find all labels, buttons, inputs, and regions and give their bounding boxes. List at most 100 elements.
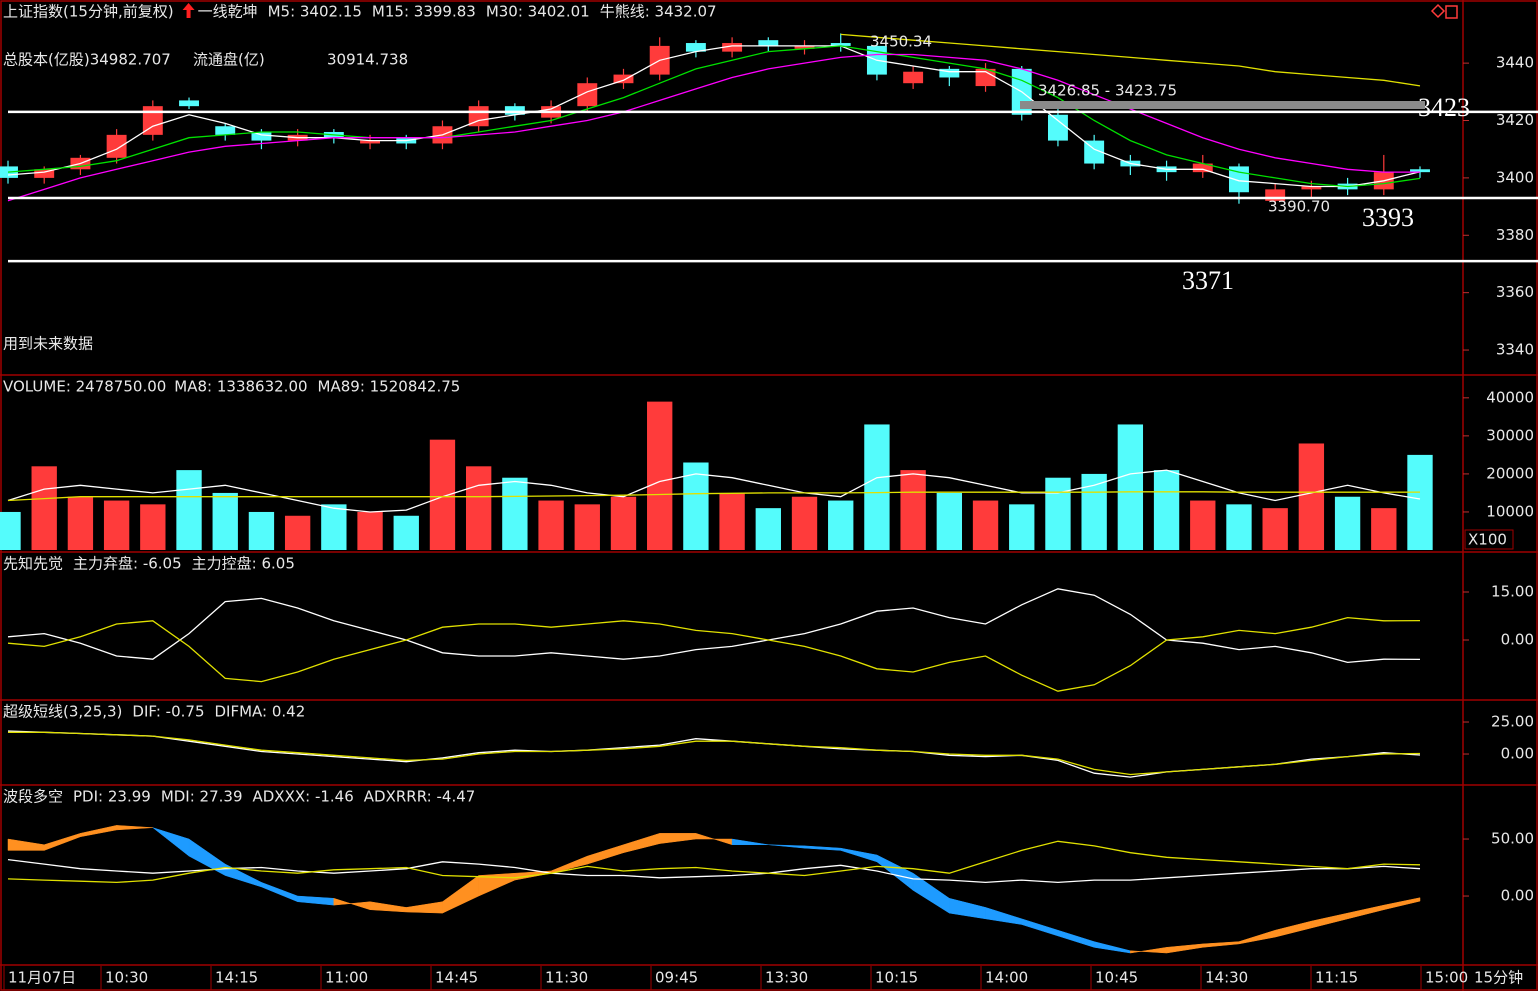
x-tick-label: 11月07日 [8, 969, 76, 987]
x-tick-label: 15:00 [1425, 969, 1468, 987]
volume-bar [828, 500, 854, 550]
legend-entry: ADXRRR: -4.47 [364, 788, 476, 806]
annotation: 3390.70 [1268, 198, 1330, 216]
candle-body [1192, 163, 1213, 173]
y-tick-label: 30000 [1486, 426, 1534, 444]
candle-body [142, 106, 163, 135]
candle-body [794, 45, 815, 49]
volume-bar [357, 511, 383, 550]
volume-bar [429, 439, 456, 550]
volume-bar [248, 511, 275, 550]
legend-entry: MDI: 27.39 [161, 788, 243, 806]
legend-entry: DIF: -0.75 [132, 703, 204, 721]
volume-bar [1298, 443, 1325, 550]
note-text: 用到未来数据 [3, 335, 93, 353]
series-line [7, 469, 1421, 513]
x-tick-label: 14:15 [215, 969, 258, 987]
y-tick-label: 0.00 [1501, 887, 1534, 905]
candle-body [1084, 140, 1105, 164]
x-tick-label: 14:45 [435, 969, 478, 987]
x-tick-label: 11:15 [1315, 969, 1358, 987]
legend-entry: MA8: 1338632.00 [174, 378, 307, 396]
series-line [7, 491, 1421, 502]
volume-bar [393, 515, 419, 550]
volume-bar [321, 504, 347, 550]
panel: 3340 3360 3380 3400 3420 3440 上证指数(15分钟,前复权) 一线… [0, 3, 1538, 359]
y-tick-label: 3360 [1496, 283, 1534, 301]
candle-body [939, 68, 960, 78]
legend-entry: PDI: 23.99 [73, 788, 151, 806]
volume-bar [574, 504, 600, 550]
unit-box [1464, 529, 1514, 550]
volume-bar [936, 492, 963, 550]
volume-bar [755, 508, 781, 550]
volume-bar [0, 511, 21, 550]
y-tick-label: 50.00 [1491, 830, 1534, 848]
level-label: 3371 [1182, 266, 1234, 295]
candle-body [613, 74, 634, 84]
legend-entry: 主力弃盘: -6.05 [73, 555, 182, 573]
y-tick-label: 3400 [1496, 168, 1534, 186]
candle-body [577, 83, 598, 107]
icon-square[interactable] [1445, 5, 1458, 19]
band-segment [1383, 897, 1421, 911]
level-label: 3393 [1362, 203, 1414, 232]
y-tick-label: 40000 [1486, 388, 1534, 406]
series-line [7, 858, 1421, 884]
annotation: 3450.34 [870, 33, 932, 51]
volume-bar [1009, 504, 1035, 550]
series-line [7, 588, 1421, 664]
volume-bar [1117, 424, 1144, 550]
x-tick-label: 10:15 [875, 969, 918, 987]
window-icons[interactable] [1430, 3, 1458, 19]
legend-entry: 主力控盘: 6.05 [192, 555, 295, 573]
volume-bar [719, 492, 745, 550]
band-segment [116, 825, 153, 831]
icon-diamond[interactable] [1430, 3, 1446, 19]
legend-entry: M15: 3399.83 [372, 3, 476, 21]
panel: 10000 20000 30000 40000 VOLUME: 2478750.00 MA… [0, 378, 1534, 550]
candle-body [830, 43, 851, 46]
x-tick-label: 10:30 [105, 969, 148, 987]
candle-body [975, 68, 996, 87]
y-tick-label: 25.00 [1491, 713, 1534, 731]
period-label[interactable]: 15分钟 [1474, 969, 1523, 987]
y-tick-label: 0.00 [1501, 745, 1534, 763]
x-tick-label: 11:00 [325, 969, 368, 987]
volume-bar [538, 500, 564, 550]
series-line [7, 616, 1421, 692]
volume-bar [900, 470, 926, 550]
unit-label: X100 [1468, 531, 1507, 549]
candle-body [215, 126, 236, 135]
candle-body [1047, 114, 1068, 141]
y-tick-label: 15.00 [1491, 583, 1534, 601]
volume-bar [284, 515, 311, 550]
volume-bar [610, 496, 637, 550]
candle-body [251, 131, 272, 141]
volume-bar [31, 466, 57, 550]
candle-body [758, 40, 779, 46]
candle-body [179, 100, 199, 107]
x-tick-label: 10:45 [1095, 969, 1138, 987]
candle-body [504, 106, 525, 115]
series-line [7, 53, 1420, 202]
info-text: 30914.738 [327, 51, 408, 69]
series-line [7, 45, 1421, 188]
y-tick-label: 20000 [1486, 464, 1534, 482]
x-tick-label: 11:30 [545, 969, 588, 987]
info-text: 流通盘(亿) [193, 51, 265, 69]
legend-entry: 牛熊线: 3432.07 [600, 3, 717, 21]
panel: 0.00 50.00 波段多空 PDI: 23.99 MDI: 27.39 ADXXX: … [3, 788, 1534, 990]
annotation: 3426.85 - 3423.75 [1038, 82, 1177, 100]
legend-entry: M30: 3402.01 [486, 3, 590, 21]
panel-title: 先知先觉 [3, 555, 63, 573]
indicator-arrow [182, 3, 195, 18]
panel-title: 超级短线(3,25,3) [3, 703, 122, 721]
indicator-name: 一线乾坤 [198, 3, 258, 21]
volume-bar [502, 477, 528, 550]
volume-bar [1407, 454, 1433, 550]
